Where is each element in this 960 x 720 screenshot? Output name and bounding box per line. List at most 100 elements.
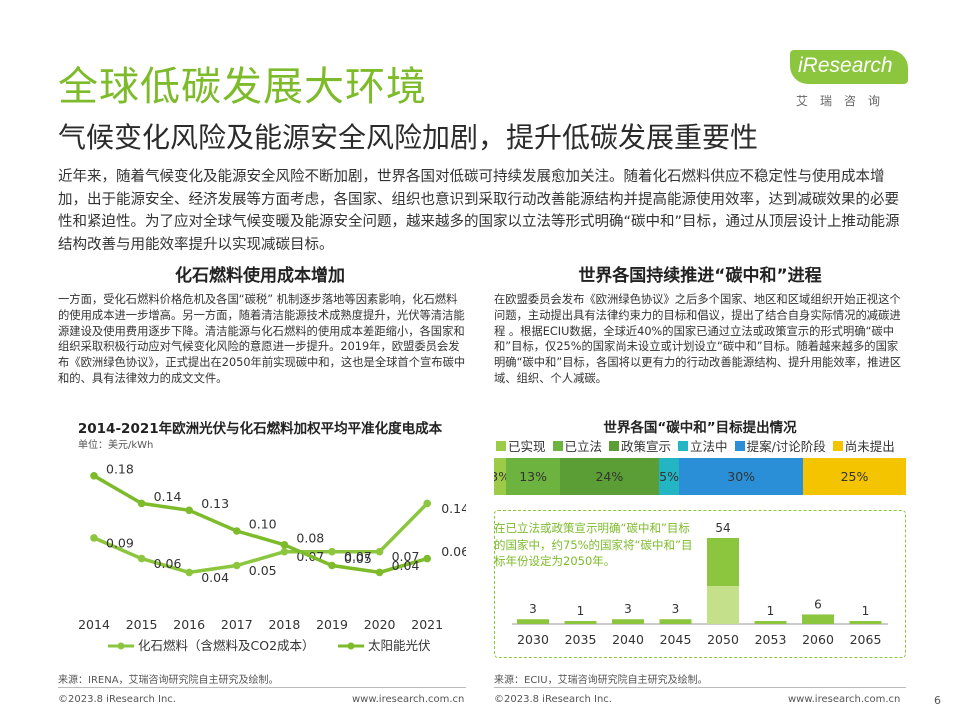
series-1-point bbox=[375, 568, 384, 577]
legend-swatch bbox=[734, 440, 745, 451]
series-0-data-label: 0.07 bbox=[392, 549, 420, 564]
x-tick-label: 2045 bbox=[660, 632, 692, 647]
legend-item: 已实现 bbox=[496, 436, 546, 455]
line-chart-title: 2014-2021年欧洲光伏与化石燃料加权平均平准化度电成本 bbox=[77, 421, 443, 437]
footer-copyright-right: ©2023.8 iResearch Inc. bbox=[494, 694, 612, 705]
logo-subtitle: 艾瑞咨询 bbox=[796, 94, 893, 108]
stacked-segment: 25% bbox=[802, 458, 906, 495]
legend-swatch bbox=[552, 440, 563, 451]
target-year-panel bbox=[494, 510, 906, 658]
series-0-data-label: 0.09 bbox=[106, 535, 134, 550]
legend-item: 立法中 bbox=[678, 436, 728, 455]
series-1-data-label: 0.08 bbox=[296, 530, 324, 545]
x-tick-label: 2017 bbox=[221, 617, 253, 632]
page-subtitle: 气候变化风险及能源安全风险加剧，提升低碳发展重要性 bbox=[58, 121, 759, 154]
series-1-point bbox=[233, 527, 241, 535]
x-tick-label: 2021 bbox=[411, 617, 443, 632]
x-tick-label: 2053 bbox=[755, 632, 787, 647]
legend-swatch bbox=[832, 440, 843, 451]
iresearch-logo: iResearch bbox=[790, 50, 908, 84]
line-chart-unit: 单位：美元/kWh bbox=[78, 440, 154, 451]
target-bar bbox=[517, 619, 549, 624]
x-tick-label: 2030 bbox=[517, 632, 549, 647]
series-0-point bbox=[375, 547, 384, 556]
footer-divider-right bbox=[494, 687, 906, 688]
target-bar bbox=[849, 621, 882, 624]
series-0-point bbox=[185, 568, 193, 577]
target-bar bbox=[659, 619, 692, 624]
series-1-data-label: 0.10 bbox=[249, 517, 277, 532]
series-0-data-label: 0.05 bbox=[249, 563, 277, 578]
series-1-data-label: 0.05 bbox=[344, 551, 372, 566]
carbon-neutral-stacked-bar: 3%13%24%5%30%25% bbox=[494, 458, 906, 495]
legend-label: 立法中 bbox=[690, 439, 728, 454]
legend-item: 政策宣示 bbox=[609, 436, 671, 455]
left-source: 来源：IRENA，艾瑞咨询研究院自主研究及绘制。 bbox=[58, 675, 279, 686]
legend-label: 已实现 bbox=[508, 439, 546, 454]
legend-marker-1 bbox=[347, 642, 355, 650]
legend-label-1: 太阳能光伏 bbox=[368, 638, 431, 653]
series-0-data-label: 0.04 bbox=[201, 570, 229, 585]
legend-item: 已立法 bbox=[552, 436, 602, 455]
series-0-data-label: 0.06 bbox=[154, 556, 182, 571]
footer-divider-left bbox=[58, 687, 466, 688]
series-1-data-label: 0.04 bbox=[392, 558, 420, 573]
page-number: 6 bbox=[934, 694, 941, 707]
legend-label: 尚未提出 bbox=[844, 439, 895, 454]
footer-url-right[interactable]: www.iresearch.com.cn bbox=[788, 694, 901, 705]
carbon-chart-title: 世界各国“碳中和”目标提出情况 bbox=[603, 420, 797, 436]
legend-item: 提案/讨论阶段 bbox=[734, 436, 826, 455]
stacked-segment: 30% bbox=[679, 458, 803, 495]
series-1-point bbox=[328, 561, 336, 570]
series-1-data-label: 0.14 bbox=[154, 489, 182, 504]
right-section-title: 世界各国持续推进“碳中和”进程 bbox=[578, 266, 822, 286]
series-1-data-label: 0.13 bbox=[201, 496, 229, 511]
series-1-point bbox=[423, 554, 432, 563]
bar-value-label: 3 bbox=[672, 602, 680, 616]
left-paragraph: 一方面，受化石燃料价格危机及各国“碳税” 机制逐步落地等因素影响，化石燃料的使用… bbox=[58, 293, 466, 385]
legend-item: 尚未提出 bbox=[832, 436, 895, 455]
series-0-point bbox=[233, 561, 241, 570]
x-tick-label: 2040 bbox=[612, 632, 644, 647]
stacked-segment: 24% bbox=[559, 458, 659, 495]
bar-value-label: 3 bbox=[529, 602, 537, 616]
callout-note: 在已立法或政策宣示明确“碳中和”目标的国家中，约75%的国家将“碳中和”目标年份… bbox=[494, 521, 693, 568]
target-bar bbox=[802, 614, 834, 624]
legend-label: 政策宣示 bbox=[621, 439, 672, 454]
page-title: 全球低碳发展大环境 bbox=[58, 64, 427, 110]
series-1-point bbox=[90, 472, 98, 480]
footer-url-left[interactable]: www.iresearch.com.cn bbox=[352, 694, 465, 705]
bar-value-label: 6 bbox=[814, 597, 822, 611]
legend-swatch bbox=[496, 440, 506, 451]
series-1-point bbox=[185, 506, 193, 515]
x-tick-label: 2018 bbox=[268, 617, 300, 632]
series-1-data-label: 0.06 bbox=[441, 544, 466, 559]
bar-value-label: 54 bbox=[715, 521, 730, 535]
right-paragraph: 在欧盟委员会发布《欧洲绿色协议》之后多个国家、地区和区域组织开始正视这个问题，主… bbox=[494, 293, 902, 385]
bar-value-label: 1 bbox=[767, 604, 775, 618]
target-bar-lower bbox=[707, 586, 739, 624]
x-tick-label: 2019 bbox=[316, 617, 348, 632]
target-bar bbox=[754, 621, 787, 624]
stacked-segment: 3% bbox=[494, 458, 507, 495]
series-line-0 bbox=[93, 502, 429, 575]
lcoe-line-chart: 0.090.060.04 0.050.07 0.07 0.070.140.180.14… bbox=[78, 461, 466, 653]
bar-value-label: 1 bbox=[577, 604, 585, 618]
legend-swatch bbox=[678, 440, 689, 451]
logo-text: iResearch bbox=[798, 54, 893, 77]
series-0-point bbox=[137, 554, 146, 563]
intro-paragraph: 近年来，随着气候变化及能源安全风险不断加剧，世界各国对低碳可持续发展愈加关注。随… bbox=[58, 169, 900, 253]
series-1-point bbox=[137, 499, 146, 508]
x-tick-label: 2060 bbox=[802, 632, 834, 647]
target-bar bbox=[707, 538, 739, 587]
x-tick-label: 2035 bbox=[565, 632, 597, 647]
series-0-point bbox=[280, 547, 289, 556]
series-0-point bbox=[328, 547, 336, 556]
bar-value-label: 1 bbox=[862, 604, 870, 618]
x-tick-label: 2065 bbox=[850, 632, 882, 647]
x-tick-label: 2016 bbox=[173, 617, 205, 632]
series-0-point bbox=[423, 499, 432, 508]
x-tick-label: 2050 bbox=[707, 632, 739, 647]
stacked-segment: 5% bbox=[658, 458, 680, 495]
x-tick-label: 2014 bbox=[78, 617, 110, 632]
